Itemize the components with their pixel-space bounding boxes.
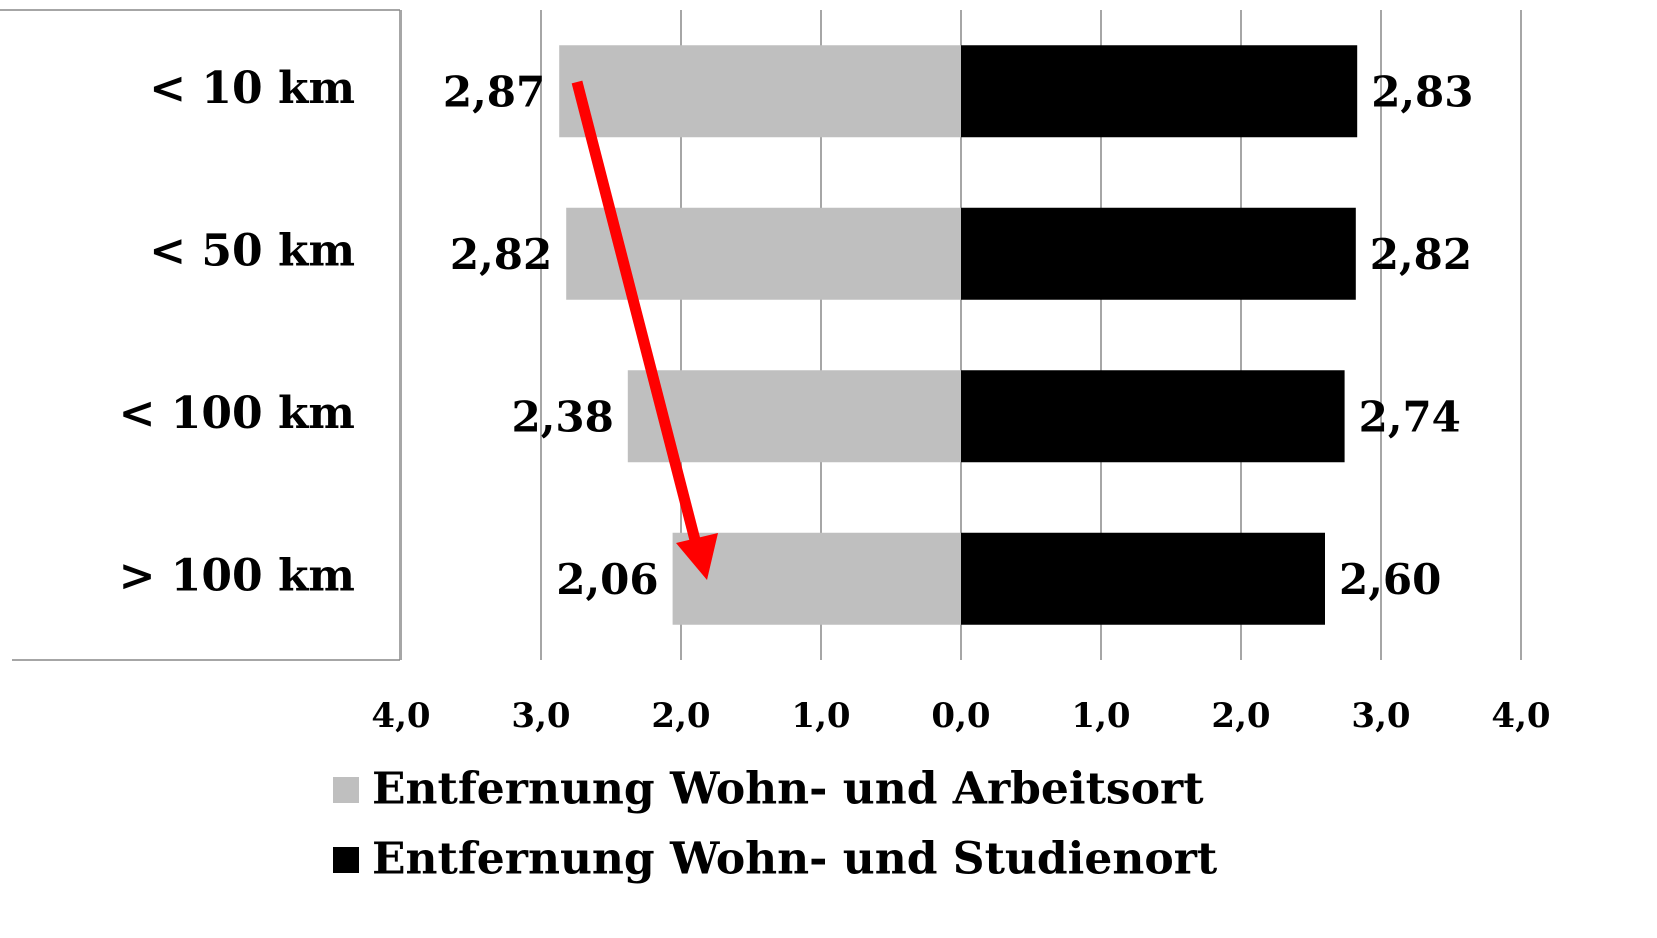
bar	[961, 370, 1345, 463]
x-tick-label: 4,0	[1491, 696, 1550, 736]
x-tick-label: 0,0	[931, 696, 990, 736]
legend-swatch	[333, 777, 359, 803]
bar	[559, 45, 961, 138]
x-tick-label: 1,0	[1071, 696, 1130, 736]
value-label: 2,82	[1370, 230, 1472, 279]
value-label: 2,06	[556, 555, 658, 604]
value-label: 2,74	[1359, 392, 1461, 441]
value-label: 2,82	[450, 230, 552, 279]
category-label: < 50 km	[149, 225, 355, 276]
legend-label: Entfernung Wohn- und Arbeitsort	[372, 764, 1204, 815]
value-label: 2,38	[512, 392, 614, 441]
legend-label: Entfernung Wohn- und Studienort	[372, 834, 1218, 885]
bar	[961, 532, 1325, 625]
x-tick-label: 2,0	[651, 696, 710, 736]
x-tick-label: 2,0	[1211, 696, 1270, 736]
x-tick-label: 4,0	[371, 696, 430, 736]
bar	[961, 45, 1358, 138]
bar	[961, 207, 1356, 300]
category-label: > 100 km	[119, 550, 355, 601]
category-label: < 10 km	[149, 63, 355, 114]
x-tick-label: 1,0	[791, 696, 850, 736]
x-tick-label: 3,0	[511, 696, 570, 736]
legend-swatch	[333, 847, 359, 873]
value-label: 2,87	[443, 67, 545, 116]
bar	[627, 370, 961, 463]
trend-arrow	[571, 80, 718, 580]
value-label: 2,83	[1371, 67, 1473, 116]
category-label: < 100 km	[119, 388, 355, 439]
bar	[672, 532, 961, 625]
x-tick-label: 3,0	[1351, 696, 1410, 736]
value-label: 2,60	[1339, 555, 1441, 604]
